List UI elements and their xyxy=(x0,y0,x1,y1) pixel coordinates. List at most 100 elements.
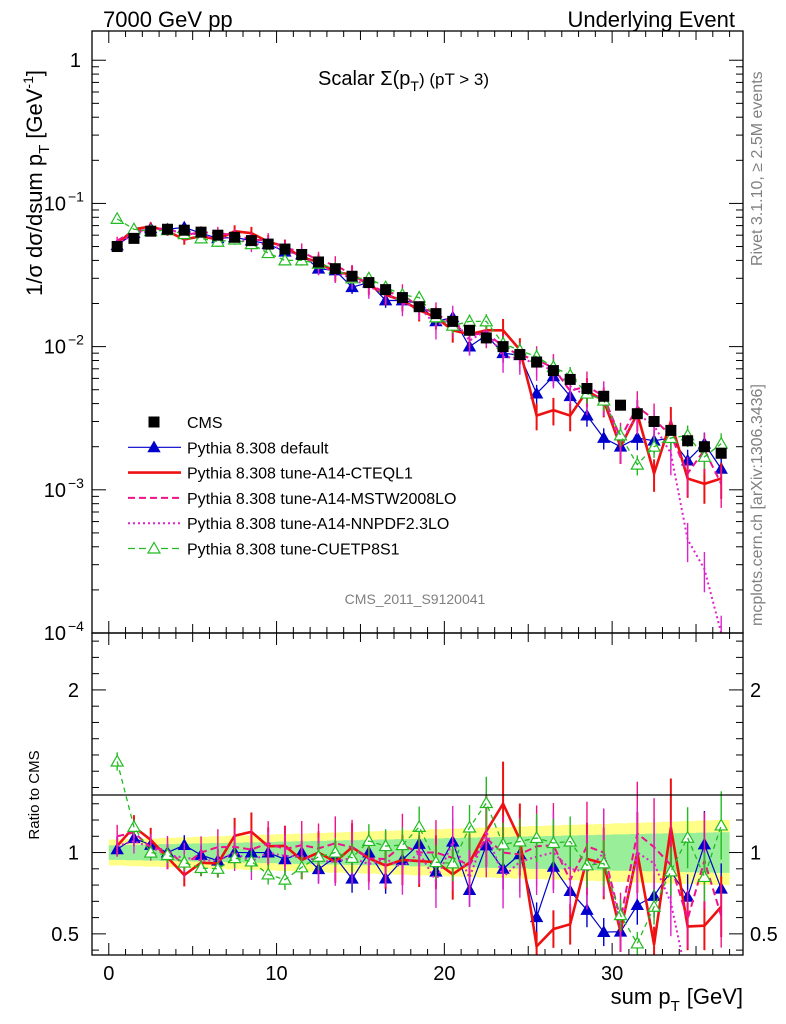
data-point xyxy=(682,435,694,447)
data-point xyxy=(110,211,125,224)
series-line xyxy=(116,761,722,945)
data-point xyxy=(261,245,276,259)
data-point xyxy=(162,223,174,235)
y-tick-label: 10 xyxy=(44,623,66,645)
data-point xyxy=(229,231,241,243)
data-point xyxy=(464,324,476,336)
data-point xyxy=(262,238,274,250)
data-point xyxy=(428,854,443,868)
data-point xyxy=(462,314,477,327)
data-point xyxy=(531,356,543,368)
legend-label: Pythia 8.308 tune-A14-CTEQL1 xyxy=(187,466,413,483)
data-point xyxy=(328,845,343,858)
data-point xyxy=(514,349,526,361)
rivet-label: Rivet 3.1.10, ≥ 2.5M events xyxy=(749,71,766,266)
data-point xyxy=(178,224,190,236)
data-point xyxy=(714,436,729,449)
data-point xyxy=(665,424,677,436)
data-point xyxy=(111,241,123,253)
data-point xyxy=(430,308,442,320)
analysis-watermark: CMS_2011_S9120041 xyxy=(345,591,486,607)
legend-item: CMS xyxy=(148,415,223,432)
ratio-plot-frame xyxy=(91,632,744,956)
legend-marker xyxy=(148,416,160,428)
data-point xyxy=(396,292,408,304)
data-point xyxy=(279,243,291,255)
data-point xyxy=(647,439,662,452)
ratio-tick-label-right: 1 xyxy=(750,843,761,865)
data-point xyxy=(143,845,158,858)
data-point xyxy=(195,226,207,238)
legend-marker xyxy=(146,541,162,554)
data-point xyxy=(680,830,695,843)
legend-label: Pythia 8.308 default xyxy=(187,440,329,457)
data-point xyxy=(630,898,644,911)
legend-label: Pythia 8.308 tune-CUETP8S1 xyxy=(187,542,400,559)
legend-label: Pythia 8.308 tune-A14-MSTW2008LO xyxy=(187,491,456,508)
series-line xyxy=(116,226,722,470)
y-tick-label: 10 xyxy=(44,480,66,502)
data-point xyxy=(596,856,611,869)
y-tick-label: 10 xyxy=(44,193,66,215)
data-point xyxy=(598,390,610,402)
chart-title: Scalar Σ(pT) (pT > 3) xyxy=(318,68,489,94)
data-point xyxy=(296,248,308,260)
data-point xyxy=(245,235,257,247)
data-point xyxy=(663,864,678,877)
legend-marker xyxy=(147,440,161,453)
legend-item: Pythia 8.308 tune-A14-MSTW2008LO xyxy=(128,491,456,508)
ratio-tick-label-right: 2 xyxy=(750,680,761,702)
legend-item: Pythia 8.308 default xyxy=(128,440,329,457)
ratio-tick-label-left: 1 xyxy=(68,843,79,865)
data-point xyxy=(447,315,459,327)
y-tick-exponent: −4 xyxy=(68,618,84,634)
data-point xyxy=(564,373,576,385)
legend-label: Pythia 8.308 tune-A14-NNPDF2.3LO xyxy=(187,516,449,533)
header-right: Underlying Event xyxy=(567,7,735,32)
data-point xyxy=(479,314,494,327)
data-point xyxy=(512,834,527,847)
data-point xyxy=(361,833,376,847)
data-point xyxy=(480,332,492,344)
data-point xyxy=(128,232,140,244)
legend: CMS Pythia 8.308 default Pythia 8.308 tune… xyxy=(128,415,456,559)
data-point xyxy=(546,835,561,849)
data-point xyxy=(145,225,157,237)
y-tick-exponent: −2 xyxy=(68,332,84,348)
header-left: 7000 GeV pp xyxy=(103,7,233,32)
data-point xyxy=(479,795,494,809)
data-point xyxy=(631,408,643,420)
data-point xyxy=(715,447,727,459)
data-point xyxy=(380,284,392,296)
series-2-main xyxy=(116,222,723,504)
series-5-ratio xyxy=(110,752,729,955)
ratio-plot-series xyxy=(110,752,729,955)
x-tick-label: 0 xyxy=(103,963,114,985)
data-point xyxy=(395,837,410,851)
main-plot-series xyxy=(110,211,729,633)
y-tick-label: 1 xyxy=(70,50,81,72)
data-point xyxy=(412,290,427,303)
data-point xyxy=(212,229,224,241)
data-point xyxy=(313,256,325,268)
axis-ticks xyxy=(92,31,743,955)
mcplots-label: mcplots.cern.ch [arXiv:1306.3436] xyxy=(749,384,766,626)
data-point xyxy=(615,399,627,411)
data-point xyxy=(563,834,578,847)
data-point xyxy=(110,754,125,767)
y-tick-label: 10 xyxy=(44,337,66,359)
x-tick-label: 10 xyxy=(265,963,287,985)
data-point xyxy=(581,382,593,394)
data-point xyxy=(363,277,375,289)
data-point xyxy=(547,365,559,377)
y-axis-label-main: 1/σ dσ/dsum pT[GeV-1] xyxy=(20,70,53,296)
series-cms-main xyxy=(111,223,727,459)
legend-item: Pythia 8.308 tune-A14-CTEQL1 xyxy=(128,466,413,483)
x-tick-label: 30 xyxy=(601,963,623,985)
ratio-tick-label-left: 2 xyxy=(68,680,79,702)
legend-item: Pythia 8.308 tune-CUETP8S1 xyxy=(128,541,400,559)
data-point xyxy=(346,270,358,282)
